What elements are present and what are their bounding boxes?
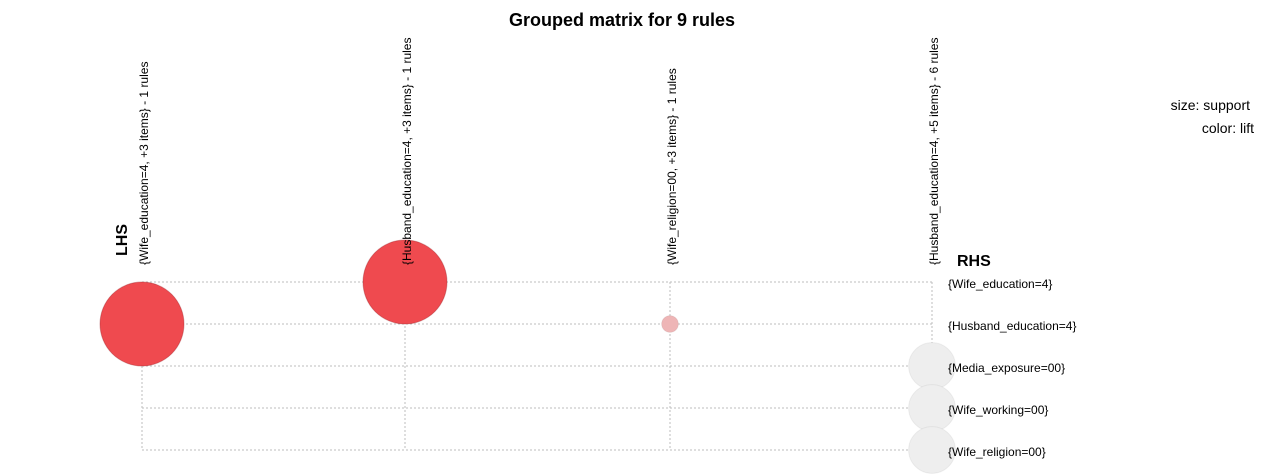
rhs-item-label: {Husband_education=4} bbox=[948, 319, 1076, 333]
grid-lines bbox=[141, 281, 933, 451]
rule-point bbox=[661, 315, 679, 333]
rule-point bbox=[362, 239, 448, 325]
lhs-group-label: {Husband_education=4, +3 items} - 1 rule… bbox=[400, 38, 414, 265]
legend-size-label: size: support bbox=[1171, 97, 1250, 113]
lhs-group-label: {Wife_education=4, +3 items} - 1 rules bbox=[137, 62, 151, 265]
rhs-axis-label: RHS bbox=[957, 253, 991, 270]
chart-title: Grouped matrix for 9 rules bbox=[509, 10, 735, 30]
lhs-group-label: {Wife_religion=00, +3 items} - 1 rules bbox=[665, 68, 679, 265]
rule-points bbox=[99, 239, 956, 474]
rule-point bbox=[99, 281, 185, 367]
rule-point bbox=[908, 426, 956, 474]
rhs-item-label: {Wife_religion=00} bbox=[948, 445, 1046, 459]
rhs-item-labels: {Wife_education=4} {Husband_education=4} {… bbox=[948, 277, 1076, 459]
rhs-item-label: {Media_exposure=00} bbox=[948, 361, 1065, 375]
rhs-item-label: {Wife_working=00} bbox=[948, 403, 1048, 417]
rhs-item-label: {Wife_education=4} bbox=[948, 277, 1052, 291]
legend-color-label: color: lift bbox=[1202, 120, 1254, 136]
lhs-axis-label: LHS bbox=[114, 224, 131, 256]
lhs-group-labels: {Wife_education=4, +3 items} - 1 rules {H… bbox=[137, 38, 941, 265]
lhs-group-label: {Husband_education=4, +5 items} - 6 rule… bbox=[927, 38, 941, 265]
